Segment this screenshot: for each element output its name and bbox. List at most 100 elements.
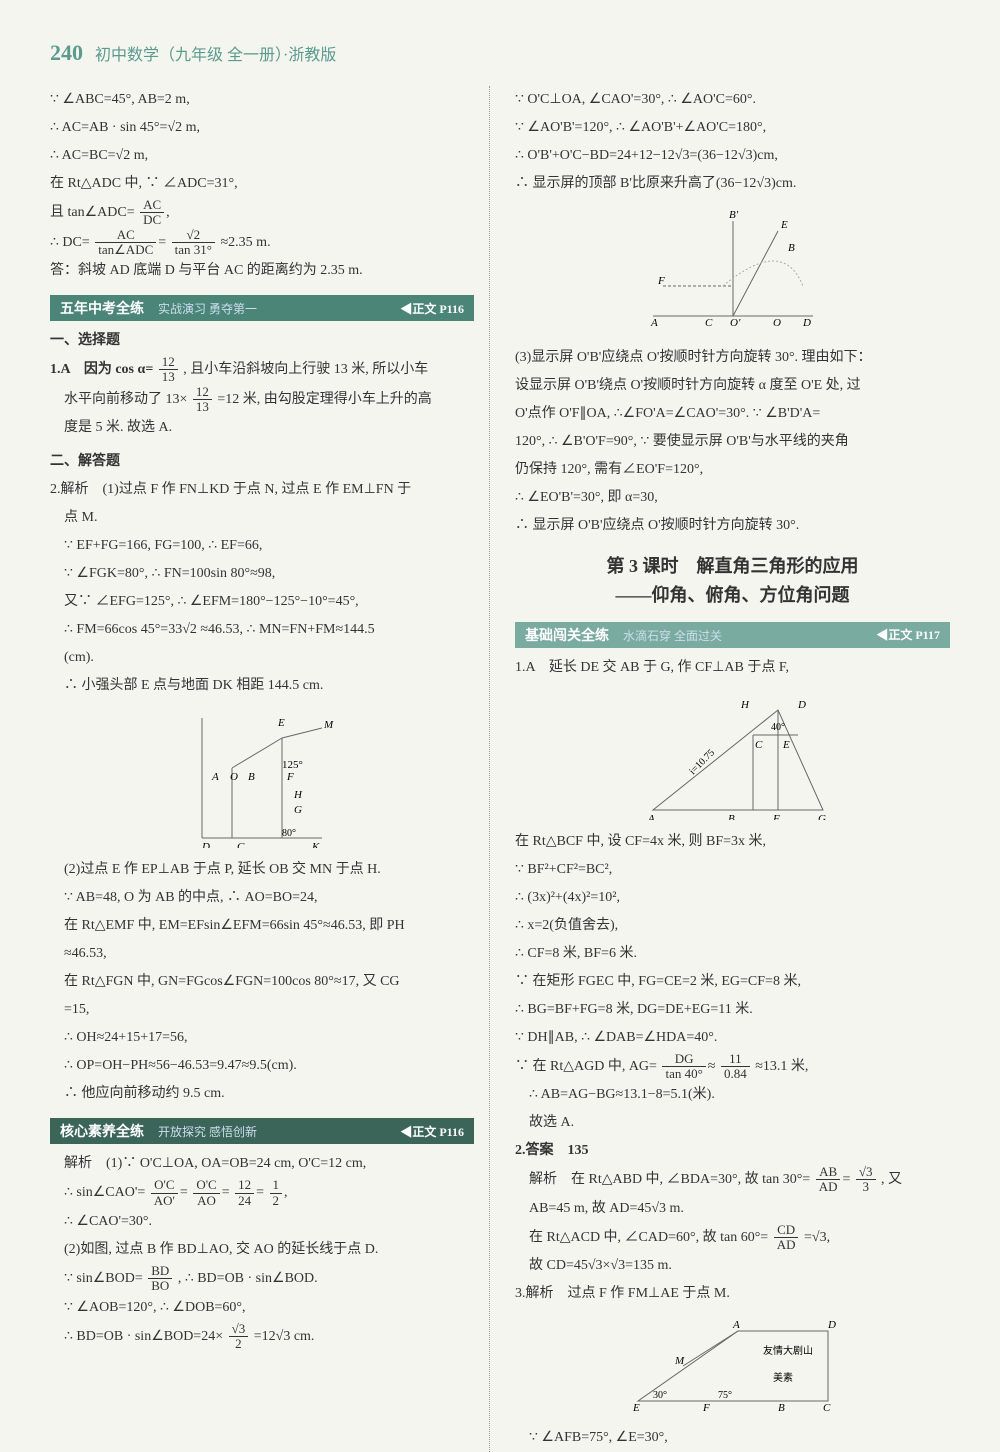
formula-line: 在 Rt△ACD 中, ∠CAD=60°, 故 tan 60°= CDAD =√… — [515, 1223, 950, 1253]
svg-text:E: E — [782, 739, 790, 751]
fraction: 1224 — [235, 1178, 254, 1208]
text-line: ∴ AC=AB · sin 45°=√2 m, — [50, 114, 474, 142]
svg-text:C: C — [755, 739, 763, 751]
bar-subtitle: 实战演习 勇夺第一 — [158, 302, 257, 316]
diagram-svg: H D 40° C E i=10.75 A B F G — [623, 690, 843, 820]
text-line: ∴ (3x)²+(4x)²=10², — [515, 884, 950, 912]
text-line: ∵ ∠AFB=75°, ∠E=30°, — [515, 1424, 950, 1452]
fraction: 1213 — [159, 355, 178, 385]
text: ≈13.1 米, — [755, 1059, 808, 1074]
svg-text:友情大剧山: 友情大剧山 — [763, 1344, 813, 1357]
text-line: 在 Rt△BCF 中, 设 CF=4x 米, 则 BF=3x 米, — [515, 828, 950, 856]
section-bar-core: 核心素养全练 开放探究 感悟创新 ◀正文 P116 — [50, 1118, 474, 1144]
svg-text:D: D — [797, 699, 806, 711]
text-line: 水平向前移动了 13× 1213 =12 米, 由勾股定理得小车上升的高 — [50, 385, 474, 415]
bar-title: 五年中考全练 — [60, 302, 144, 317]
question-line: 1.A 因为 cos α= 1213 , 且小车沿斜坡向上行驶 13 米, 所以… — [50, 355, 474, 385]
text-line: ∵ 在矩形 FGEC 中, FG=CE=2 米, EG=CF=8 米, — [515, 968, 950, 996]
section-bar-basic: 基础闯关全练 水滴石穿 全面过关 ◀正文 P117 — [515, 622, 950, 648]
svg-text:D: D — [802, 317, 811, 329]
lesson-title-line2: ——仰角、俯角、方位角问题 — [515, 581, 950, 610]
page-header: 240 初中数学（九年级 全一册）·浙教版 — [50, 40, 950, 66]
text: =12√3 cm. — [254, 1329, 315, 1344]
svg-text:B: B — [248, 771, 255, 783]
text-line: 120°, ∴ ∠B'O'F=90°, ∵ 要使显示屏 O'B'与水平线的夹角 — [515, 428, 950, 456]
diagram-svg: B' E F A C O' O D B — [633, 206, 833, 336]
formula-line: ∴ BD=OB · sin∠BOD=24× √32 =12√3 cm. — [50, 1322, 474, 1352]
page-ref: ◀正文 P116 — [400, 1123, 464, 1140]
text-line: 又∵ ∠EFG=125°, ∴ ∠EFM=180°−125°−10°=45°, — [50, 588, 474, 616]
text-line: ∴ OH≈24+15+17=56, — [50, 1024, 474, 1052]
fraction: DGtan 40° — [662, 1052, 705, 1082]
text: ∴ sin∠CAO'= — [64, 1185, 145, 1200]
text-line: 解析 (1)∵ O'C⊥OA, OA=OB=24 cm, O'C=12 cm, — [50, 1150, 474, 1178]
text-line: O'点作 O'F∥OA, ∴∠FO'A=∠CAO'=30°. ∵ ∠B'D'A= — [515, 400, 950, 428]
text-line: ∴ 显示屏 O'B'应绕点 O'按顺时针方向旋转 30°. — [515, 512, 950, 540]
fraction: √33 — [856, 1165, 876, 1195]
text-line: (cm). — [50, 644, 474, 672]
svg-text:M: M — [674, 1355, 685, 1367]
answer-line: 2.答案 135 — [515, 1137, 950, 1165]
text-line: ∵ ∠AOB=120°, ∴ ∠DOB=60°, — [50, 1294, 474, 1322]
text: ∵ sin∠BOD= — [64, 1271, 143, 1286]
text-line: (2)如图, 过点 B 作 BD⊥AO, 交 AO 的延长线于点 D. — [50, 1236, 474, 1264]
rotation-diagram: B' E F A C O' O D B — [515, 206, 950, 336]
svg-text:A: A — [732, 1319, 740, 1331]
text-line: ∵ ∠AO'B'=120°, ∴ ∠AO'B'+∠AO'C=180°, — [515, 114, 950, 142]
svg-text:D: D — [827, 1319, 836, 1331]
svg-text:E: E — [780, 219, 788, 231]
text-line: ∴ FM=66cos 45°=33√2 ≈46.53, ∴ MN=FN+FM≈1… — [50, 616, 474, 644]
text: 1.A 因为 cos α= — [50, 362, 153, 377]
section-bar-exam: 五年中考全练 实战演习 勇夺第一 ◀正文 P116 — [50, 295, 474, 321]
text-line: ∴ OP=OH−PH≈56−46.53=9.47≈9.5(cm). — [50, 1052, 474, 1080]
text-line: ∴ AC=BC=√2 m, — [50, 142, 474, 170]
formula-line: 且 tan∠ADC= ACDC, — [50, 198, 474, 228]
text: 解析 在 Rt△ABD 中, ∠BDA=30°, 故 tan 30°= — [529, 1172, 810, 1187]
svg-text:B: B — [728, 813, 735, 820]
svg-text:75°: 75° — [718, 1390, 732, 1401]
page-ref: ◀正文 P117 — [876, 626, 940, 643]
lesson-title-line1: 第 3 课时 解直角三角形的应用 — [515, 552, 950, 581]
fraction: O'CAO' — [151, 1178, 178, 1208]
text: 且 tan∠ADC= — [50, 205, 135, 220]
text: ∵ 在 Rt△AGD 中, AG= — [515, 1059, 657, 1074]
text-line: ∴ 小强头部 E 点与地面 DK 相距 144.5 cm. — [50, 672, 474, 700]
svg-text:G: G — [818, 813, 826, 820]
svg-text:H: H — [293, 789, 303, 801]
svg-text:H: H — [740, 699, 750, 711]
svg-text:B': B' — [729, 209, 739, 221]
fraction: CDAD — [774, 1223, 799, 1253]
diagram-svg: E M 125° F A O B H G D C 80° K — [182, 708, 342, 848]
text-line: 故 CD=45√3×√3=135 m. — [515, 1252, 950, 1280]
lesson-title: 第 3 课时 解直角三角形的应用 ——仰角、俯角、方位角问题 — [515, 552, 950, 610]
svg-text:美素: 美素 — [773, 1371, 793, 1384]
diagram-svg: A D M 友情大剧山 美素 30° 75° E F B C — [623, 1316, 843, 1416]
text-line: ∵ BF²+CF²=BC², — [515, 856, 950, 884]
text-line: ∴ 他应向前移动约 9.5 cm. — [50, 1080, 474, 1108]
formula-line: ∴ sin∠CAO'= O'CAO'= O'CAO= 1224= 12, — [50, 1178, 474, 1208]
geometry-diagram: E M 125° F A O B H G D C 80° K — [50, 708, 474, 848]
text: , ∴ BD=OB · sin∠BOD. — [178, 1271, 318, 1286]
text-line: ∵ AB=48, O 为 AB 的中点, ∴ AO=BO=24, — [50, 884, 474, 912]
bar-title: 基础闯关全练 — [525, 629, 609, 644]
bar-subtitle: 开放探究 感悟创新 — [158, 1125, 257, 1139]
triangle-diagram: H D 40° C E i=10.75 A B F G — [515, 690, 950, 820]
svg-text:O: O — [773, 317, 781, 329]
svg-text:C: C — [237, 841, 245, 848]
fraction: √2tan 31° — [172, 228, 215, 258]
page-title: 初中数学（九年级 全一册）·浙教版 — [95, 41, 336, 65]
svg-text:C: C — [705, 317, 713, 329]
text-line: ∴ BG=BF+FG=8 米, DG=DE+EG=11 米. — [515, 996, 950, 1024]
fraction: ACDC — [140, 198, 164, 228]
page-number: 240 — [50, 40, 83, 66]
svg-text:D: D — [201, 841, 210, 848]
text-line: 仍保持 120°, 需有∠EO'F=120°, — [515, 456, 950, 484]
svg-text:C: C — [823, 1402, 831, 1414]
svg-text:30°: 30° — [653, 1390, 667, 1401]
text-line: ∴ ∠EO'B'=30°, 即 α=30, — [515, 484, 950, 512]
right-column: ∵ O'C⊥OA, ∠CAO'=30°, ∴ ∠AO'C=60°. ∵ ∠AO'… — [510, 86, 950, 1452]
text-line: AB=45 m, 故 AD=45√3 m. — [515, 1195, 950, 1223]
page-ref: ◀正文 P116 — [400, 300, 464, 317]
formula-line: ∵ 在 Rt△AGD 中, AG= DGtan 40°≈ 110.84 ≈13.… — [515, 1052, 950, 1082]
fraction: BDBO — [148, 1264, 172, 1294]
